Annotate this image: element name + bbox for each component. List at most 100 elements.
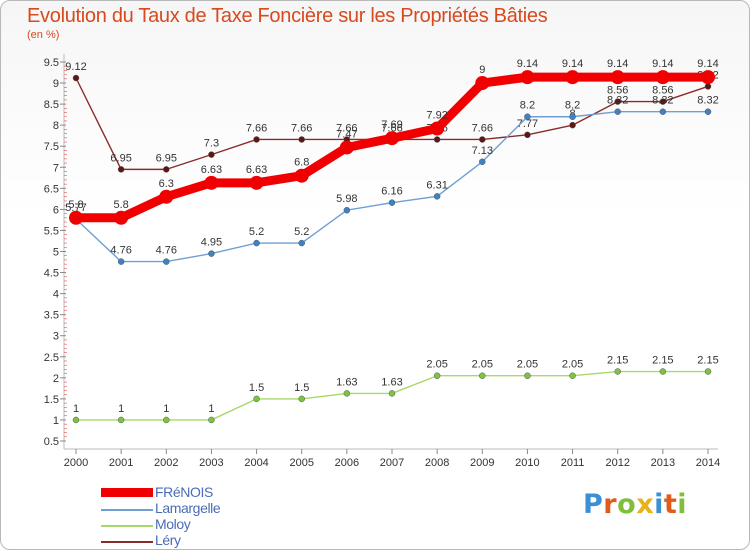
data-label-lery: 8.56: [607, 85, 628, 97]
data-label-moloy: 1.5: [294, 382, 309, 394]
data-point-frenois: [339, 140, 354, 155]
y-tick-label: 3.5: [44, 310, 59, 322]
data-label-lamargelle: 8.32: [652, 95, 673, 107]
data-point-frenois: [655, 70, 670, 85]
y-tick-label: 0.5: [44, 436, 59, 448]
data-point-lery: [614, 98, 621, 105]
data-label-lery: 7.66: [291, 122, 312, 134]
data-label-lamargelle: 5.2: [294, 226, 309, 238]
legend-label-lamargelle: Lamargelle: [155, 500, 221, 516]
data-label-lery: 7.77: [517, 118, 538, 130]
logo-letter: i: [654, 489, 664, 520]
logo-letter: x: [636, 489, 655, 520]
data-point-frenois: [520, 70, 535, 85]
legend-item-lamargelle[interactable]: Lamargelle: [101, 500, 341, 517]
data-point-lamargelle: [208, 250, 215, 257]
data-label-frenois: 5.8: [68, 199, 83, 211]
data-point-lamargelle: [524, 113, 531, 120]
data-point-frenois: [610, 70, 625, 85]
data-point-lery: [298, 136, 305, 143]
data-label-moloy: 2.05: [562, 359, 583, 371]
data-point-moloy: [208, 416, 215, 424]
data-point-frenois: [565, 70, 580, 85]
data-point-lery: [659, 98, 667, 105]
data-point-moloy: [117, 416, 125, 424]
data-label-moloy: 1: [208, 403, 214, 415]
data-point-lamargelle: [433, 193, 441, 200]
data-label-lery: 6.95: [156, 152, 177, 164]
data-label-lamargelle: 8.2: [520, 100, 535, 112]
y-tick-label: 8: [53, 120, 59, 132]
data-label-lamargelle: 5.77: [65, 202, 86, 214]
y-tick-label: 1.5: [44, 394, 59, 406]
data-point-lery: [704, 83, 712, 90]
data-point-lery: [524, 131, 531, 139]
y-tick-label: 6.5: [44, 183, 59, 195]
legend-swatch-lery: [101, 541, 153, 543]
data-point-moloy: [298, 395, 305, 403]
data-point-moloy: [569, 372, 576, 379]
data-label-frenois: 7.92: [426, 110, 447, 122]
data-point-lery: [433, 136, 441, 143]
data-label-moloy: 1: [118, 403, 124, 415]
data-label-lamargelle: 6.31: [426, 179, 447, 191]
data-label-lamargelle: 5.2: [249, 226, 264, 238]
data-label-moloy: 1: [163, 403, 169, 415]
chart-title: Evolution du Taux de Taxe Foncière sur l…: [27, 5, 548, 27]
data-point-lamargelle: [659, 108, 667, 115]
data-point-moloy: [433, 372, 441, 379]
logo-letter: i: [677, 489, 688, 520]
data-label-frenois: 9.14: [607, 58, 628, 70]
data-label-lamargelle: 8.2: [565, 100, 580, 112]
data-label-lery: 7.66: [381, 122, 402, 134]
legend-item-lery[interactable]: Léry: [101, 532, 341, 549]
legend-label-lery: Léry: [155, 532, 181, 548]
data-point-frenois: [159, 189, 174, 204]
data-label-frenois: 7.69: [381, 119, 402, 131]
data-point-lamargelle: [569, 113, 576, 120]
logo-letter: t: [663, 489, 678, 520]
data-label-lery: 7.66: [336, 122, 357, 134]
data-label-moloy: 2.05: [472, 359, 493, 371]
x-tick-label: 2004: [244, 457, 268, 469]
legend-swatch-frenois: [101, 488, 153, 497]
data-point-frenois: [701, 70, 715, 85]
y-tick-label: 9.5: [44, 57, 59, 69]
data-label-lamargelle: 7.13: [472, 145, 493, 157]
data-label-lery: 6.95: [110, 152, 131, 164]
data-point-lamargelle: [479, 158, 486, 166]
legend-item-frenois[interactable]: FRéNOIS: [101, 484, 341, 501]
data-point-frenois: [114, 210, 129, 225]
data-point-lery: [117, 166, 125, 173]
data-label-lamargelle: 6.16: [381, 186, 402, 198]
data-point-lamargelle: [253, 239, 260, 247]
x-tick-label: 2007: [380, 457, 404, 469]
data-label-frenois: 9.14: [652, 58, 673, 70]
data-point-moloy: [343, 390, 351, 397]
data-label-frenois: 6.63: [246, 164, 267, 176]
chart-unit-label: (en %): [27, 29, 60, 41]
data-label-moloy: 2.15: [697, 355, 718, 367]
legend-item-moloy[interactable]: Moloy: [101, 516, 341, 533]
data-point-lery: [208, 151, 215, 158]
y-tick-label: 2.5: [44, 352, 59, 364]
legend-label-moloy: Moloy: [155, 516, 191, 532]
data-label-lamargelle: 4.76: [156, 245, 177, 257]
x-tick-label: 2000: [64, 457, 88, 469]
x-tick-label: 2005: [289, 457, 313, 469]
data-label-lamargelle: 4.76: [110, 245, 131, 257]
data-label-frenois: 7.47: [336, 128, 357, 140]
data-point-frenois: [430, 121, 445, 136]
data-point-moloy: [253, 395, 260, 403]
x-tick-label: 2008: [425, 457, 449, 469]
data-label-moloy: 2.05: [426, 359, 447, 371]
proxiti-logo: Proxiti: [583, 489, 687, 520]
x-tick-label: 2014: [696, 457, 720, 469]
y-tick-label: 8.5: [44, 99, 59, 111]
y-tick-label: 7.5: [44, 141, 59, 153]
data-label-moloy: 2.15: [652, 355, 673, 367]
data-label-moloy: 1: [73, 403, 79, 415]
y-tick-label: 5: [53, 247, 59, 259]
data-label-frenois: 9.14: [562, 58, 583, 70]
